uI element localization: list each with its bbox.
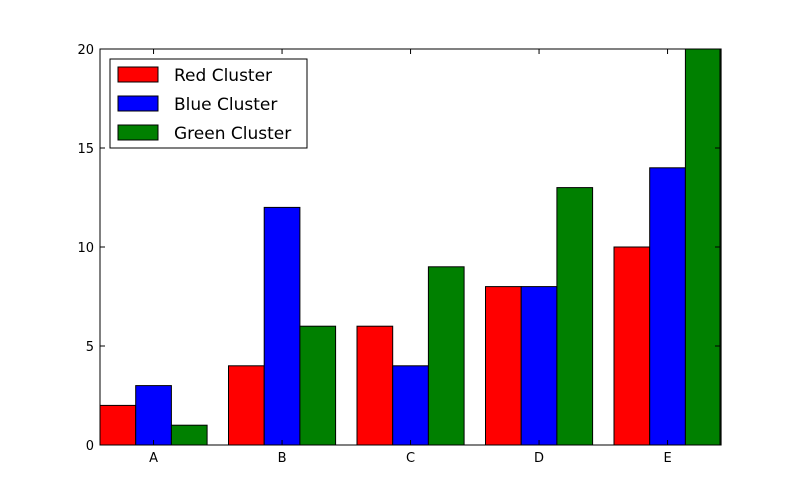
bar-green-cluster-d: [556, 187, 594, 446]
legend-swatch-blue-cluster: [117, 95, 159, 112]
y-tick-label: 20: [77, 43, 94, 58]
legend-label-blue-cluster: Blue Cluster: [174, 95, 277, 115]
legend-swatch-green-cluster: [117, 124, 159, 141]
bar-green-cluster-b: [299, 325, 337, 446]
x-tick-label-c: C: [406, 451, 415, 466]
x-tick-label-e: E: [663, 451, 671, 466]
bar-blue-cluster-e: [649, 167, 686, 446]
bar-blue-cluster-b: [263, 206, 301, 446]
legend: Red Cluster Blue Cluster Green Cluster: [109, 58, 308, 149]
legend-swatch-red-cluster: [117, 66, 159, 83]
y-tick-label: 10: [77, 241, 94, 256]
y-axis: 0 5 10 15 20: [77, 43, 720, 454]
bar-blue-cluster-c: [392, 365, 429, 446]
legend-label-green-cluster: Green Cluster: [174, 124, 291, 144]
x-tick-label-a: A: [149, 451, 158, 466]
x-axis: A B C D E: [149, 49, 672, 466]
bar-red-cluster-a: [99, 404, 137, 446]
bar-green-cluster-a: [170, 424, 208, 446]
legend-label-red-cluster: Red Cluster: [174, 66, 272, 86]
bars-group: [99, 48, 722, 446]
y-tick-label: 0: [86, 439, 94, 454]
bar-red-cluster-c: [356, 325, 394, 446]
y-tick-label: 15: [77, 142, 94, 157]
bar-green-cluster-c: [427, 266, 465, 446]
bar-red-cluster-e: [613, 246, 651, 446]
bar-red-cluster-d: [485, 286, 522, 446]
y-tick-label: 5: [86, 340, 94, 355]
bar-blue-cluster-a: [135, 385, 172, 446]
x-tick-label-d: D: [534, 451, 544, 466]
bar-red-cluster-b: [228, 365, 265, 446]
bar-blue-cluster-d: [520, 286, 558, 446]
x-tick-label-b: B: [278, 451, 287, 466]
